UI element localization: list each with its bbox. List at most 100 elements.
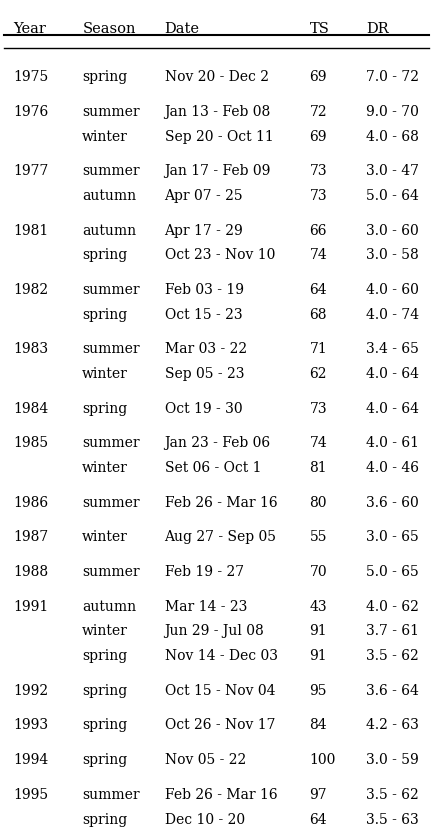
Text: Oct 15 - 23: Oct 15 - 23 bbox=[165, 308, 242, 322]
Text: 100: 100 bbox=[310, 753, 336, 767]
Text: autumn: autumn bbox=[82, 600, 136, 614]
Text: 1976: 1976 bbox=[13, 105, 48, 119]
Text: Feb 26 - Mar 16: Feb 26 - Mar 16 bbox=[165, 788, 277, 802]
Text: 43: 43 bbox=[310, 600, 327, 614]
Text: Oct 19 - 30: Oct 19 - 30 bbox=[165, 402, 242, 416]
Text: 1985: 1985 bbox=[13, 437, 48, 450]
Text: 3.0 - 59: 3.0 - 59 bbox=[366, 753, 419, 767]
Text: 5.0 - 65: 5.0 - 65 bbox=[366, 565, 419, 579]
Text: winter: winter bbox=[82, 461, 128, 475]
Text: 5.0 - 64: 5.0 - 64 bbox=[366, 189, 419, 203]
Text: Set 06 - Oct 1: Set 06 - Oct 1 bbox=[165, 461, 261, 475]
Text: 1992: 1992 bbox=[13, 684, 48, 698]
Text: Mar 14 - 23: Mar 14 - 23 bbox=[165, 600, 247, 614]
Text: summer: summer bbox=[82, 342, 140, 356]
Text: Nov 20 - Dec 2: Nov 20 - Dec 2 bbox=[165, 70, 268, 84]
Text: 1993: 1993 bbox=[13, 719, 48, 732]
Text: 3.7 - 61: 3.7 - 61 bbox=[366, 625, 419, 638]
Text: autumn: autumn bbox=[82, 189, 136, 203]
Text: winter: winter bbox=[82, 367, 128, 381]
Text: 66: 66 bbox=[310, 224, 327, 238]
Text: 1994: 1994 bbox=[13, 753, 48, 767]
Text: Nov 14 - Dec 03: Nov 14 - Dec 03 bbox=[165, 649, 278, 663]
Text: 81: 81 bbox=[310, 461, 327, 475]
Text: Feb 03 - 19: Feb 03 - 19 bbox=[165, 283, 243, 297]
Text: 1984: 1984 bbox=[13, 402, 48, 416]
Text: 1977: 1977 bbox=[13, 164, 48, 178]
Text: 4.0 - 60: 4.0 - 60 bbox=[366, 283, 419, 297]
Text: 91: 91 bbox=[310, 625, 327, 638]
Text: spring: spring bbox=[82, 308, 128, 322]
Text: 7.0 - 72: 7.0 - 72 bbox=[366, 70, 419, 84]
Text: summer: summer bbox=[82, 283, 140, 297]
Text: spring: spring bbox=[82, 753, 128, 767]
Text: spring: spring bbox=[82, 813, 128, 826]
Text: 3.0 - 47: 3.0 - 47 bbox=[366, 164, 419, 178]
Text: Apr 17 - 29: Apr 17 - 29 bbox=[165, 224, 243, 238]
Text: Oct 23 - Nov 10: Oct 23 - Nov 10 bbox=[165, 248, 275, 262]
Text: 3.0 - 58: 3.0 - 58 bbox=[366, 248, 419, 262]
Text: summer: summer bbox=[82, 565, 140, 579]
Text: 3.4 - 65: 3.4 - 65 bbox=[366, 342, 419, 356]
Text: spring: spring bbox=[82, 248, 128, 262]
Text: Year: Year bbox=[13, 22, 46, 36]
Text: 1986: 1986 bbox=[13, 496, 48, 510]
Text: Oct 26 - Nov 17: Oct 26 - Nov 17 bbox=[165, 719, 275, 732]
Text: 64: 64 bbox=[310, 283, 327, 297]
Text: 4.0 - 74: 4.0 - 74 bbox=[366, 308, 419, 322]
Text: Dec 10 - 20: Dec 10 - 20 bbox=[165, 813, 245, 826]
Text: Apr 07 - 25: Apr 07 - 25 bbox=[165, 189, 243, 203]
Text: winter: winter bbox=[82, 531, 128, 544]
Text: Season: Season bbox=[82, 22, 136, 36]
Text: spring: spring bbox=[82, 649, 128, 663]
Text: 1991: 1991 bbox=[13, 600, 48, 614]
Text: 3.5 - 63: 3.5 - 63 bbox=[366, 813, 419, 826]
Text: 62: 62 bbox=[310, 367, 327, 381]
Text: 4.0 - 62: 4.0 - 62 bbox=[366, 600, 419, 614]
Text: 73: 73 bbox=[310, 189, 327, 203]
Text: 1983: 1983 bbox=[13, 342, 48, 356]
Text: 64: 64 bbox=[310, 813, 327, 826]
Text: summer: summer bbox=[82, 496, 140, 510]
Text: 3.0 - 65: 3.0 - 65 bbox=[366, 531, 419, 544]
Text: 4.0 - 68: 4.0 - 68 bbox=[366, 130, 419, 144]
Text: 1987: 1987 bbox=[13, 531, 48, 544]
Text: 72: 72 bbox=[310, 105, 327, 119]
Text: spring: spring bbox=[82, 684, 128, 698]
Text: 3.6 - 64: 3.6 - 64 bbox=[366, 684, 419, 698]
Text: spring: spring bbox=[82, 70, 128, 84]
Text: 73: 73 bbox=[310, 402, 327, 416]
Text: 69: 69 bbox=[310, 130, 327, 144]
Text: 4.2 - 63: 4.2 - 63 bbox=[366, 719, 419, 732]
Text: 1995: 1995 bbox=[13, 788, 48, 802]
Text: Mar 03 - 22: Mar 03 - 22 bbox=[165, 342, 247, 356]
Text: 1988: 1988 bbox=[13, 565, 48, 579]
Text: 73: 73 bbox=[310, 164, 327, 178]
Text: Oct 15 - Nov 04: Oct 15 - Nov 04 bbox=[165, 684, 275, 698]
Text: 91: 91 bbox=[310, 649, 327, 663]
Text: 4.0 - 61: 4.0 - 61 bbox=[366, 437, 419, 450]
Text: 84: 84 bbox=[310, 719, 327, 732]
Text: Jan 13 - Feb 08: Jan 13 - Feb 08 bbox=[165, 105, 271, 119]
Text: spring: spring bbox=[82, 719, 128, 732]
Text: Feb 19 - 27: Feb 19 - 27 bbox=[165, 565, 244, 579]
Text: 68: 68 bbox=[310, 308, 327, 322]
Text: autumn: autumn bbox=[82, 224, 136, 238]
Text: 71: 71 bbox=[310, 342, 327, 356]
Text: 55: 55 bbox=[310, 531, 327, 544]
Text: 9.0 - 70: 9.0 - 70 bbox=[366, 105, 419, 119]
Text: Date: Date bbox=[165, 22, 200, 36]
Text: Jan 23 - Feb 06: Jan 23 - Feb 06 bbox=[165, 437, 271, 450]
Text: 74: 74 bbox=[310, 437, 327, 450]
Text: 4.0 - 64: 4.0 - 64 bbox=[366, 402, 419, 416]
Text: 69: 69 bbox=[310, 70, 327, 84]
Text: 1975: 1975 bbox=[13, 70, 48, 84]
Text: 80: 80 bbox=[310, 496, 327, 510]
Text: 3.5 - 62: 3.5 - 62 bbox=[366, 788, 419, 802]
Text: Sep 05 - 23: Sep 05 - 23 bbox=[165, 367, 244, 381]
Text: 1981: 1981 bbox=[13, 224, 48, 238]
Text: winter: winter bbox=[82, 130, 128, 144]
Text: 3.0 - 60: 3.0 - 60 bbox=[366, 224, 419, 238]
Text: 95: 95 bbox=[310, 684, 327, 698]
Text: 3.6 - 60: 3.6 - 60 bbox=[366, 496, 419, 510]
